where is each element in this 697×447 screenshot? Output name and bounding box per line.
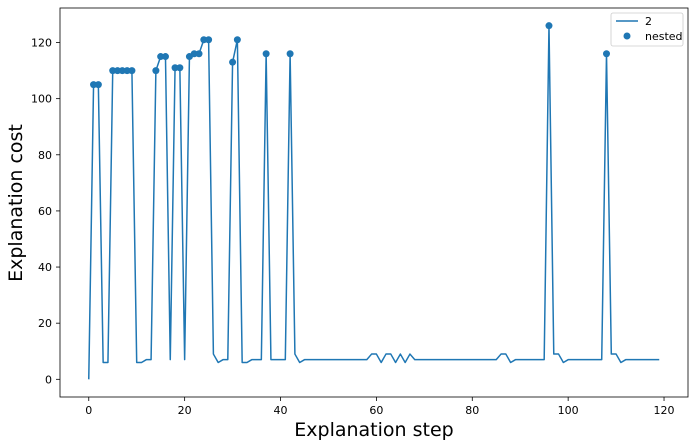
legend-marker-swatch [623, 32, 631, 40]
data-point-nested [286, 50, 294, 58]
legend: 2 nested [610, 12, 684, 47]
y-tick-label: 100 [31, 93, 52, 106]
x-tick-label: 100 [558, 404, 579, 417]
plot-frame [59, 7, 689, 398]
data-point-nested [190, 50, 198, 58]
x-ticks: 0 20 40 60 80 100 120 [85, 397, 675, 417]
series-layer [88, 22, 660, 380]
y-tick-label: 40 [38, 261, 52, 274]
x-tick-label: 40 [274, 404, 288, 417]
x-tick-label: 80 [465, 404, 479, 417]
data-point-nested [205, 36, 213, 44]
legend-entry-2: 2 [645, 15, 652, 28]
data-point-nested [114, 67, 122, 75]
x-axis-label: Explanation step [294, 419, 453, 441]
y-ticks: 0 20 40 60 80 100 120 [31, 37, 60, 386]
data-point-nested [123, 67, 131, 75]
data-point-nested [161, 53, 169, 61]
x-tick-label: 0 [85, 404, 92, 417]
data-point-nested [176, 64, 184, 72]
data-point-nested [94, 81, 102, 89]
data-point-nested [229, 58, 237, 66]
x-tick-label: 20 [178, 404, 192, 417]
data-point-nested [195, 50, 203, 58]
data-point-nested [90, 81, 98, 89]
y-tick-label: 0 [45, 373, 52, 386]
y-tick-label: 60 [38, 205, 52, 218]
data-point-nested [171, 64, 179, 72]
data-point-nested [233, 36, 241, 44]
data-point-nested [603, 50, 610, 58]
data-point-nested [262, 50, 270, 58]
series-line-2 [88, 24, 660, 380]
data-point-nested [545, 22, 553, 30]
y-tick-label: 20 [38, 317, 52, 330]
data-point-nested [200, 36, 208, 44]
data-point-nested [118, 67, 126, 75]
data-point-nested [152, 67, 160, 75]
y-tick-label: 120 [31, 37, 52, 50]
data-point-nested [157, 53, 165, 61]
data-point-nested [109, 67, 117, 75]
x-tick-label: 60 [369, 404, 383, 417]
y-axis-label: Explanation cost [5, 124, 27, 282]
legend-entry-nested: nested [645, 30, 683, 43]
data-point-nested [128, 67, 136, 75]
x-tick-label: 120 [654, 404, 675, 417]
y-tick-label: 80 [38, 149, 52, 162]
